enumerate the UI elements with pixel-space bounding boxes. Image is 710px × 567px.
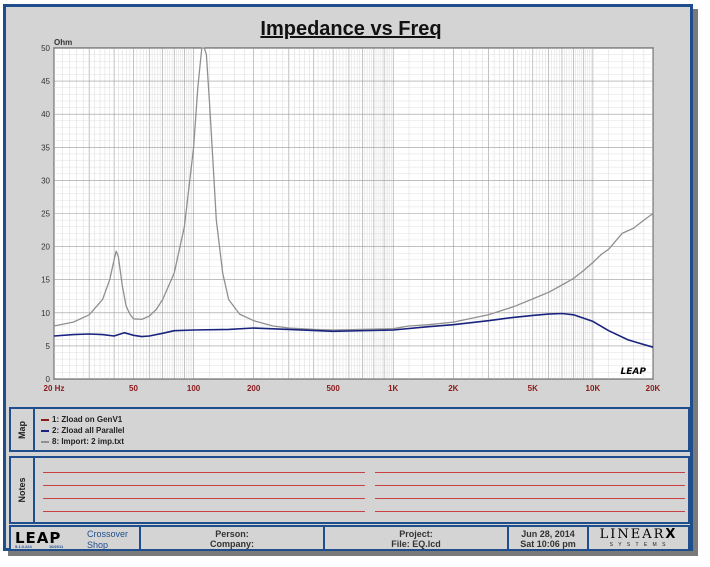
module-name: Crossover: [87, 529, 129, 539]
legend-item: 1: Zload on GenV1: [41, 415, 122, 424]
notes-line: [43, 511, 365, 512]
footer-bar: LEAP 5.1.0.224 10/2011 Crossover Shop Pe…: [9, 525, 690, 551]
x-tick-label: 20K: [646, 384, 661, 393]
series-layer: [53, 47, 654, 348]
project-label: Project:: [399, 529, 433, 539]
x-tick-label: 500: [326, 384, 340, 393]
brand-x: X: [665, 527, 678, 542]
y-axis-unit: Ohm: [54, 38, 72, 47]
legend-item: 8: Import: 2 imp.txt: [41, 437, 124, 446]
x-axis: 20 Hz 50 100 200 500 1K 2K 5K 10K 20K: [44, 384, 661, 393]
y-tick-label: 15: [41, 276, 50, 285]
x-tick-label: 1K: [388, 384, 398, 393]
file-label: File: EQ.lcd: [391, 539, 441, 549]
y-tick-label: 30: [41, 176, 50, 185]
y-tick-label: 0: [46, 375, 51, 384]
legend-item: 2: Zload all Parallel: [41, 426, 124, 435]
chart-title: Impedance vs Freq: [260, 18, 442, 40]
leap-watermark: LEAP: [621, 367, 647, 377]
map-panel: Map 1: Zload on GenV1 2: Zload all Paral…: [9, 407, 690, 452]
x-tick-label: 2K: [448, 384, 458, 393]
y-tick-label: 40: [41, 110, 50, 119]
y-tick-label: 10: [41, 309, 50, 318]
chart-grid: [53, 47, 654, 380]
notes-line: [375, 511, 685, 512]
y-tick-label: 5: [46, 342, 51, 351]
module-name-2: Shop: [87, 540, 109, 550]
x-tick-label: 50: [129, 384, 138, 393]
notes-line: [43, 472, 365, 473]
notes-panel: Notes: [9, 456, 690, 524]
company-label: Company:: [209, 539, 254, 549]
y-tick-label: 20: [41, 243, 50, 252]
y-tick-label: 25: [41, 210, 50, 219]
map-panel-label: Map: [11, 409, 35, 450]
person-cell: Person: Company:: [141, 527, 325, 549]
brand-name: LINEAR: [599, 527, 666, 542]
brand-cell: LINEARX S Y S T E M S: [589, 527, 688, 549]
app-version: 5.1.0.224: [15, 544, 32, 549]
notes-line: [375, 485, 685, 486]
notes-line: [43, 485, 365, 486]
series-line: [53, 312, 654, 348]
app-date: 10/2011: [49, 544, 64, 549]
x-tick-label: 100: [187, 384, 201, 393]
app-logo-cell: LEAP 5.1.0.224 10/2011 Crossover Shop: [11, 527, 141, 550]
report-frame: Impedance vs Freq 0 5 10 15 20 25 30 35 40 45 50 2…: [3, 4, 693, 551]
y-tick-label: 45: [41, 77, 50, 86]
date-cell: Jun 28, 2014 Sat 10:06 pm: [509, 527, 589, 549]
series-line: [53, 47, 654, 331]
y-tick-label: 50: [41, 44, 50, 53]
legend-swatch: [41, 429, 49, 432]
y-axis: 0 5 10 15 20 25 30 35 40 45 50: [41, 44, 50, 384]
y-tick-label: 35: [41, 143, 50, 152]
legend-swatch: [41, 418, 49, 421]
x-tick-label: 20 Hz: [44, 384, 65, 393]
x-tick-label: 5K: [528, 384, 538, 393]
report-time: Sat 10:06 pm: [520, 539, 576, 549]
notes-line: [375, 498, 685, 499]
project-cell: Project: File: EQ.lcd: [325, 527, 509, 549]
notes-line: [43, 498, 365, 499]
brand-subtitle: S Y S T E M S: [609, 542, 668, 548]
notes-panel-label: Notes: [11, 458, 35, 522]
leap-logo: LEAP: [15, 529, 62, 547]
person-label: Person:: [215, 529, 249, 539]
notes-line: [375, 472, 685, 473]
x-tick-label: 200: [247, 384, 261, 393]
legend-swatch: [41, 440, 49, 443]
x-tick-label: 10K: [586, 384, 601, 393]
report-date: Jun 28, 2014: [521, 529, 575, 539]
